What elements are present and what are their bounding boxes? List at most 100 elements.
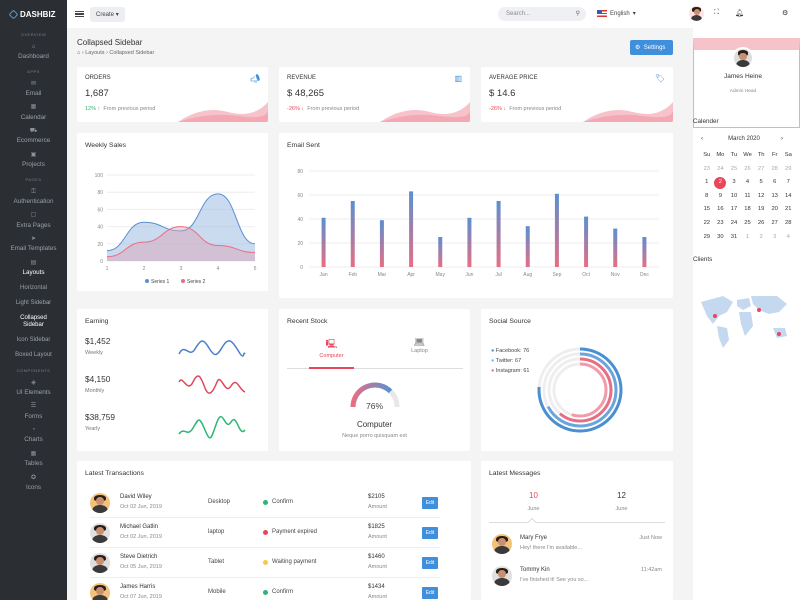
sidebar-sub-collapsed-sidebar[interactable]: Collapsed Sidebar (20, 314, 47, 329)
gear-icon[interactable]: ⚙ (782, 10, 789, 17)
calendar-day[interactable]: 2 (714, 176, 728, 190)
calendar-day[interactable]: 26 (744, 165, 751, 172)
avatar[interactable] (689, 6, 704, 21)
sidebar-item-forms[interactable]: ☰ Forms (0, 400, 67, 424)
calendar-day[interactable]: 24 (717, 165, 724, 172)
calendar-day[interactable]: 11 (744, 192, 751, 199)
calendar-day[interactable]: 14 (785, 192, 792, 199)
sidebar-item-dashboard[interactable]: ⌂ Dashboard (0, 41, 67, 65)
list-item[interactable]: Mary Frye Hey! there I'm available... Just… (492, 530, 664, 562)
calendar-day[interactable]: 10 (730, 192, 738, 199)
tab-date-10[interactable]: 10 June (527, 491, 540, 512)
table-row[interactable]: Michael Gatlin Oct 02 Jun, 2019 laptop Pay… (90, 518, 440, 548)
sidebar-sub-horizontal[interactable]: Horizontal (19, 284, 47, 291)
list-item[interactable]: Tommy Kin I've finished it! See you so...… (492, 562, 664, 594)
sidebar-item-email[interactable]: ✉ Email (0, 78, 67, 102)
calendar-day[interactable]: 3 (773, 233, 777, 240)
calendar-day[interactable]: 19 (757, 206, 765, 213)
calendar-day[interactable]: 28 (785, 219, 792, 226)
sidebar-item-charts[interactable]: ◔ Charts (0, 424, 67, 448)
calendar-day[interactable]: 15 (703, 206, 711, 213)
edit-button[interactable]: Edit (422, 557, 438, 569)
calendar-day[interactable]: 13 (771, 192, 778, 199)
calendar-prev-icon[interactable]: ‹ (701, 136, 703, 142)
calendar-day[interactable]: 4 (745, 179, 750, 186)
bell-icon[interactable]: 🔔︎ (735, 10, 744, 17)
fullscreen-icon[interactable]: ⛶ (714, 9, 719, 16)
sidebar-item-icons[interactable]: ✪ Icons (0, 472, 67, 496)
calendar-day[interactable]: 17 (730, 206, 738, 213)
calendar-day[interactable]: 18 (744, 206, 751, 213)
calendar-day[interactable]: 12 (757, 192, 765, 199)
calendar-day[interactable]: 8 (705, 192, 709, 199)
calendar-day[interactable]: 1 (705, 179, 709, 186)
form-icon: ☰ (30, 403, 37, 410)
sidebar-item-ecommerce[interactable]: ⛟ Ecommerce (0, 125, 67, 149)
sidebar-item-extra-pages[interactable]: ▢ Extra Pages (0, 209, 67, 233)
settings-button[interactable]: ⚙ Settings (630, 40, 673, 55)
table-row[interactable]: Steve Dietrich Oct 05 Jun, 2019 Tablet Wai… (90, 548, 440, 578)
menu-toggle-icon[interactable] (75, 9, 84, 19)
sidebar-item-layouts[interactable]: ▤ Layouts (0, 257, 67, 281)
calendar-day[interactable]: 21 (785, 206, 792, 213)
sidebar-item-authentication[interactable]: ⚿ Authentication (0, 186, 67, 210)
social-source-card: Social Source ● Facebook: 76 ● Twitter: … (481, 309, 673, 451)
calendar-day[interactable]: 1 (745, 233, 750, 240)
table-row[interactable]: David Wiley Oct 02 Jun, 2019 Desktop Confi… (90, 488, 440, 518)
sidebar-item-ui-elements[interactable]: ◈ UI Elements (0, 377, 67, 401)
calendar-week: 23 24 25 26 27 28 29 (700, 163, 795, 177)
calendar-day[interactable]: 25 (744, 219, 751, 226)
calendar-day[interactable]: 26 (757, 219, 765, 226)
home-icon[interactable]: ⌂ (77, 50, 81, 56)
breadcrumb-current: Collapsed Sidebar (109, 50, 155, 56)
sidebar-item-email-templates[interactable]: ➤ Email Templates (0, 233, 67, 257)
profile-avatar[interactable] (732, 47, 754, 69)
calendar-day[interactable]: 20 (771, 206, 778, 213)
calendar-day[interactable]: 30 (717, 233, 724, 240)
tab-date-12[interactable]: 12 June (615, 491, 628, 512)
calendar-day[interactable]: 9 (718, 192, 722, 199)
stat-change: -26% ↓ From previous period (489, 106, 562, 112)
sidebar-sub-icon-sidebar[interactable]: Icon Sidebar (16, 336, 51, 343)
stat-card-revenue: REVENUE $ 48,265 -26% ↓ From previous pe… (279, 67, 470, 122)
sidebar-item-tables[interactable]: ▦ Tables (0, 448, 67, 472)
calendar-day[interactable]: 6 (773, 179, 777, 186)
calendar-day[interactable]: 22 (703, 219, 711, 226)
calendar-day[interactable]: 27 (757, 165, 765, 172)
sidebar-item-calendar[interactable]: ▦ Calendar (0, 101, 67, 125)
calendar-day[interactable]: 2 (759, 233, 763, 240)
calendar-day[interactable]: 23 (717, 219, 724, 226)
x-tick-label: Nov (611, 272, 620, 278)
calendar-next-icon[interactable]: › (781, 136, 783, 142)
sidebar-item-projects[interactable]: ▣ Projects (0, 149, 67, 173)
sidebar-sub-light-sidebar[interactable]: Light Sidebar (15, 300, 52, 307)
calendar-day[interactable]: 25 (730, 165, 738, 172)
calendar-day[interactable]: 4 (786, 233, 790, 240)
tab-computer[interactable]: 🖳︎ Computer (309, 337, 354, 359)
search-input[interactable]: Search... ⚲ (498, 7, 586, 21)
calendar-day[interactable]: 23 (703, 165, 711, 172)
language-selector[interactable]: English ▾ (597, 10, 636, 17)
tab-laptop[interactable]: 💻︎ Laptop (397, 337, 442, 354)
calendar-day[interactable]: 27 (771, 219, 778, 226)
calendar-day[interactable]: 3 (732, 179, 736, 186)
calendar-day[interactable]: 16 (717, 206, 724, 213)
breadcrumb-layouts[interactable]: Layouts (85, 50, 105, 56)
calendar-day[interactable]: 29 (785, 165, 792, 172)
calendar-day[interactable]: 7 (786, 179, 790, 186)
legend-label: Series 2 (187, 279, 206, 285)
x-tick-label: 4 (217, 266, 220, 272)
edit-button[interactable]: Edit (422, 527, 438, 539)
calendar-day[interactable]: 5 (759, 179, 763, 186)
x-tick-label: 2 (143, 266, 146, 272)
calendar-day[interactable]: 24 (730, 219, 738, 226)
edit-button[interactable]: Edit (422, 587, 438, 599)
sidebar-sub-boxed-layout[interactable]: Boxed Layout (15, 352, 52, 359)
calendar-day[interactable]: 28 (771, 165, 778, 172)
calendar-day[interactable]: 29 (703, 233, 711, 240)
calendar-day[interactable]: 31 (730, 233, 738, 240)
create-dropdown[interactable]: Create ▾ (90, 6, 125, 22)
brand-logo[interactable]: DASHBIZ (0, 0, 67, 28)
table-row[interactable]: James Harris Oct 07 Jun, 2019 Mobile Confi… (90, 578, 440, 600)
edit-button[interactable]: Edit (422, 497, 438, 509)
